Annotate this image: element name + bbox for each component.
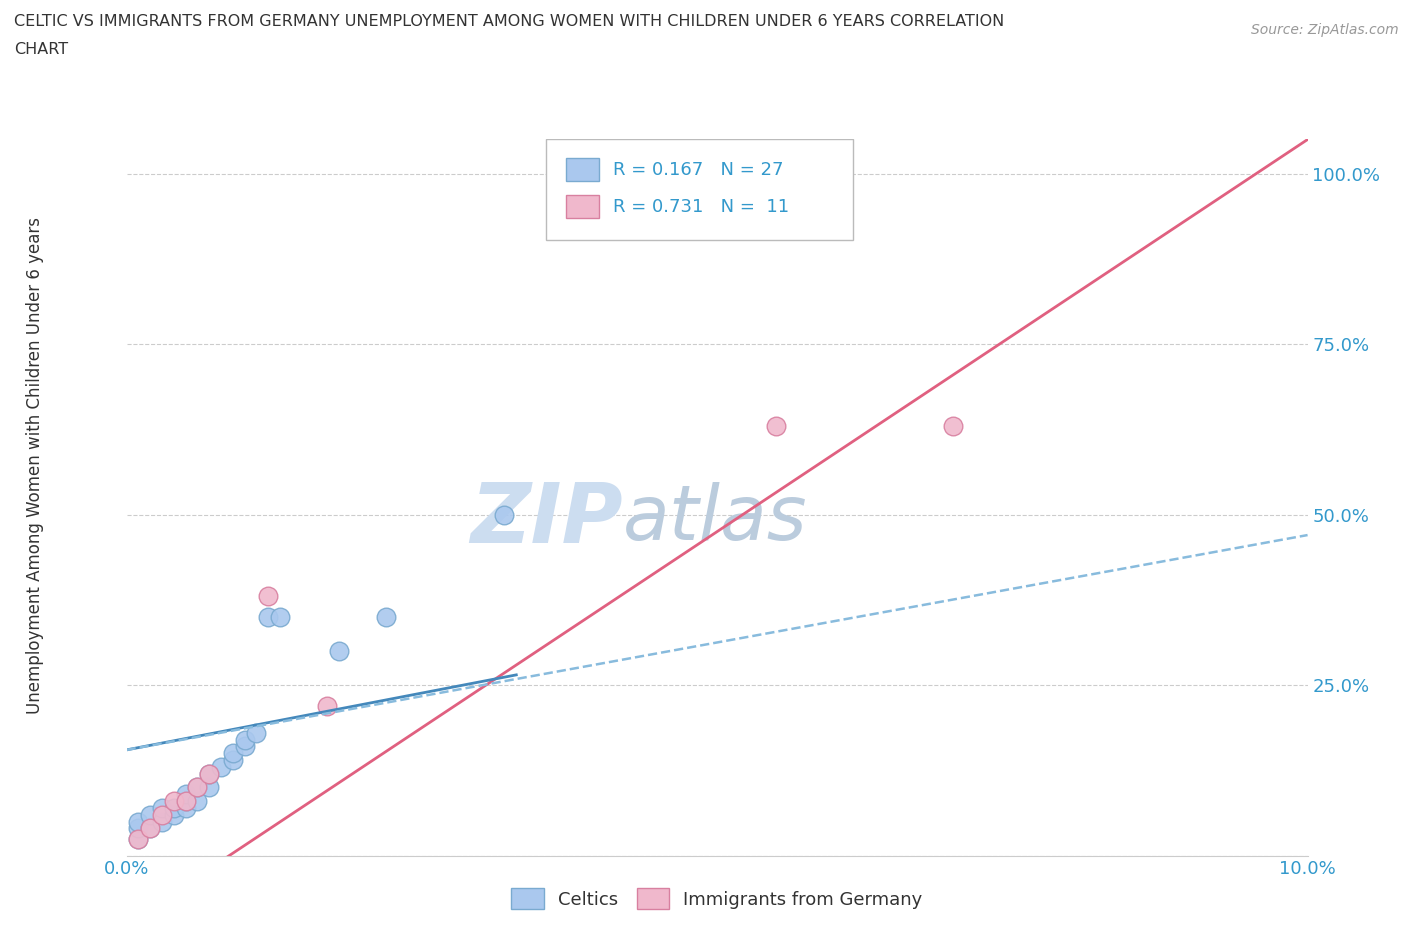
Point — [163, 807, 186, 822]
Point — [198, 766, 221, 781]
Point — [150, 807, 173, 822]
Text: CELTIC VS IMMIGRANTS FROM GERMANY UNEMPLOYMENT AMONG WOMEN WITH CHILDREN UNDER 6: CELTIC VS IMMIGRANTS FROM GERMANY UNEMPL… — [14, 14, 1004, 29]
Text: R = 0.731   N =  11: R = 0.731 N = 11 — [613, 198, 789, 216]
Point — [257, 609, 280, 624]
Legend: Celtics, Immigrants from Germany: Celtics, Immigrants from Germany — [502, 879, 932, 918]
Point — [139, 821, 162, 836]
Point — [328, 644, 350, 658]
Point — [139, 821, 162, 836]
Point — [174, 793, 197, 808]
Point — [222, 752, 245, 767]
Point — [375, 609, 398, 624]
Point — [163, 793, 186, 808]
Point — [174, 801, 197, 816]
Point — [209, 760, 232, 775]
Bar — [565, 195, 599, 219]
Bar — [565, 158, 599, 181]
Text: R = 0.167   N = 27: R = 0.167 N = 27 — [613, 161, 783, 179]
Text: Source: ZipAtlas.com: Source: ZipAtlas.com — [1251, 23, 1399, 37]
Point — [942, 418, 965, 433]
Point — [139, 807, 162, 822]
Point — [127, 831, 149, 846]
Point — [186, 780, 208, 795]
Point — [269, 609, 291, 624]
Point — [150, 814, 173, 829]
Point — [127, 814, 149, 829]
FancyBboxPatch shape — [546, 140, 853, 240]
Point — [174, 793, 197, 808]
Point — [174, 787, 197, 802]
Point — [127, 821, 149, 836]
Point — [163, 801, 186, 816]
Point — [765, 418, 787, 433]
Point — [186, 793, 208, 808]
Text: ZIP: ZIP — [470, 479, 623, 560]
Text: Unemployment Among Women with Children Under 6 years: Unemployment Among Women with Children U… — [27, 217, 44, 713]
Text: atlas: atlas — [623, 482, 807, 556]
Point — [198, 766, 221, 781]
Text: CHART: CHART — [14, 42, 67, 57]
Point — [186, 780, 208, 795]
Point — [494, 507, 516, 522]
Point — [198, 780, 221, 795]
Point — [257, 589, 280, 604]
Point — [222, 746, 245, 761]
Point — [127, 831, 149, 846]
Point — [316, 698, 339, 713]
Point — [233, 739, 256, 754]
Point — [233, 732, 256, 747]
Point — [245, 725, 267, 740]
Point — [150, 801, 173, 816]
